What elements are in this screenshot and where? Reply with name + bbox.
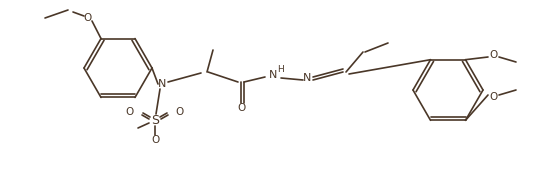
Text: O: O bbox=[151, 135, 159, 145]
Text: O: O bbox=[176, 107, 184, 117]
Text: O: O bbox=[84, 13, 92, 23]
Text: N: N bbox=[158, 79, 166, 89]
Text: O: O bbox=[490, 50, 498, 60]
Text: O: O bbox=[237, 103, 245, 113]
Text: O: O bbox=[490, 92, 498, 102]
Text: H: H bbox=[278, 65, 285, 75]
Text: O: O bbox=[126, 107, 134, 117]
Text: S: S bbox=[151, 114, 159, 127]
Text: N: N bbox=[269, 70, 277, 80]
Text: N: N bbox=[303, 73, 311, 83]
